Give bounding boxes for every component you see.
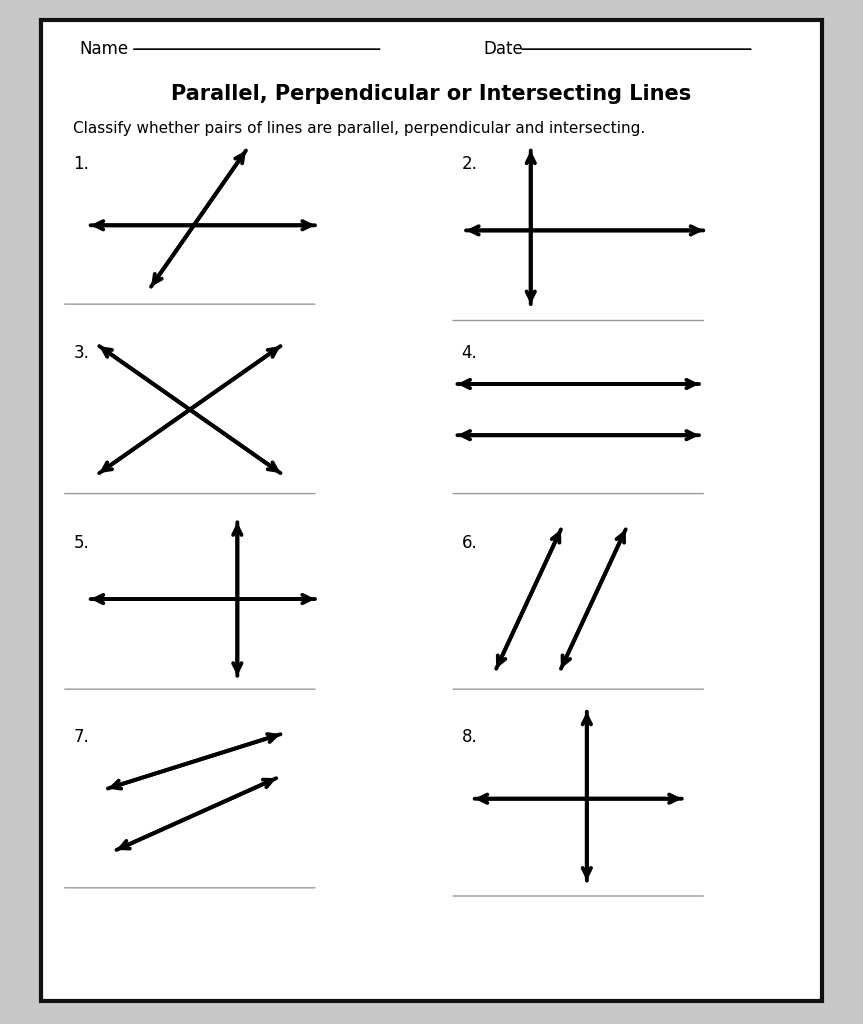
Text: 1.: 1. — [73, 155, 89, 173]
Text: 2.: 2. — [462, 155, 477, 173]
Text: Name: Name — [79, 40, 129, 58]
Text: Date: Date — [483, 40, 523, 58]
Text: Classify whether pairs of lines are parallel, perpendicular and intersecting.: Classify whether pairs of lines are para… — [73, 121, 646, 135]
Text: 5.: 5. — [73, 534, 89, 552]
Text: 4.: 4. — [462, 344, 477, 362]
Text: 3.: 3. — [73, 344, 89, 362]
Text: 8.: 8. — [462, 728, 477, 746]
Text: 7.: 7. — [73, 728, 89, 746]
Text: Parallel, Perpendicular or Intersecting Lines: Parallel, Perpendicular or Intersecting … — [172, 84, 691, 104]
Text: 6.: 6. — [462, 534, 477, 552]
